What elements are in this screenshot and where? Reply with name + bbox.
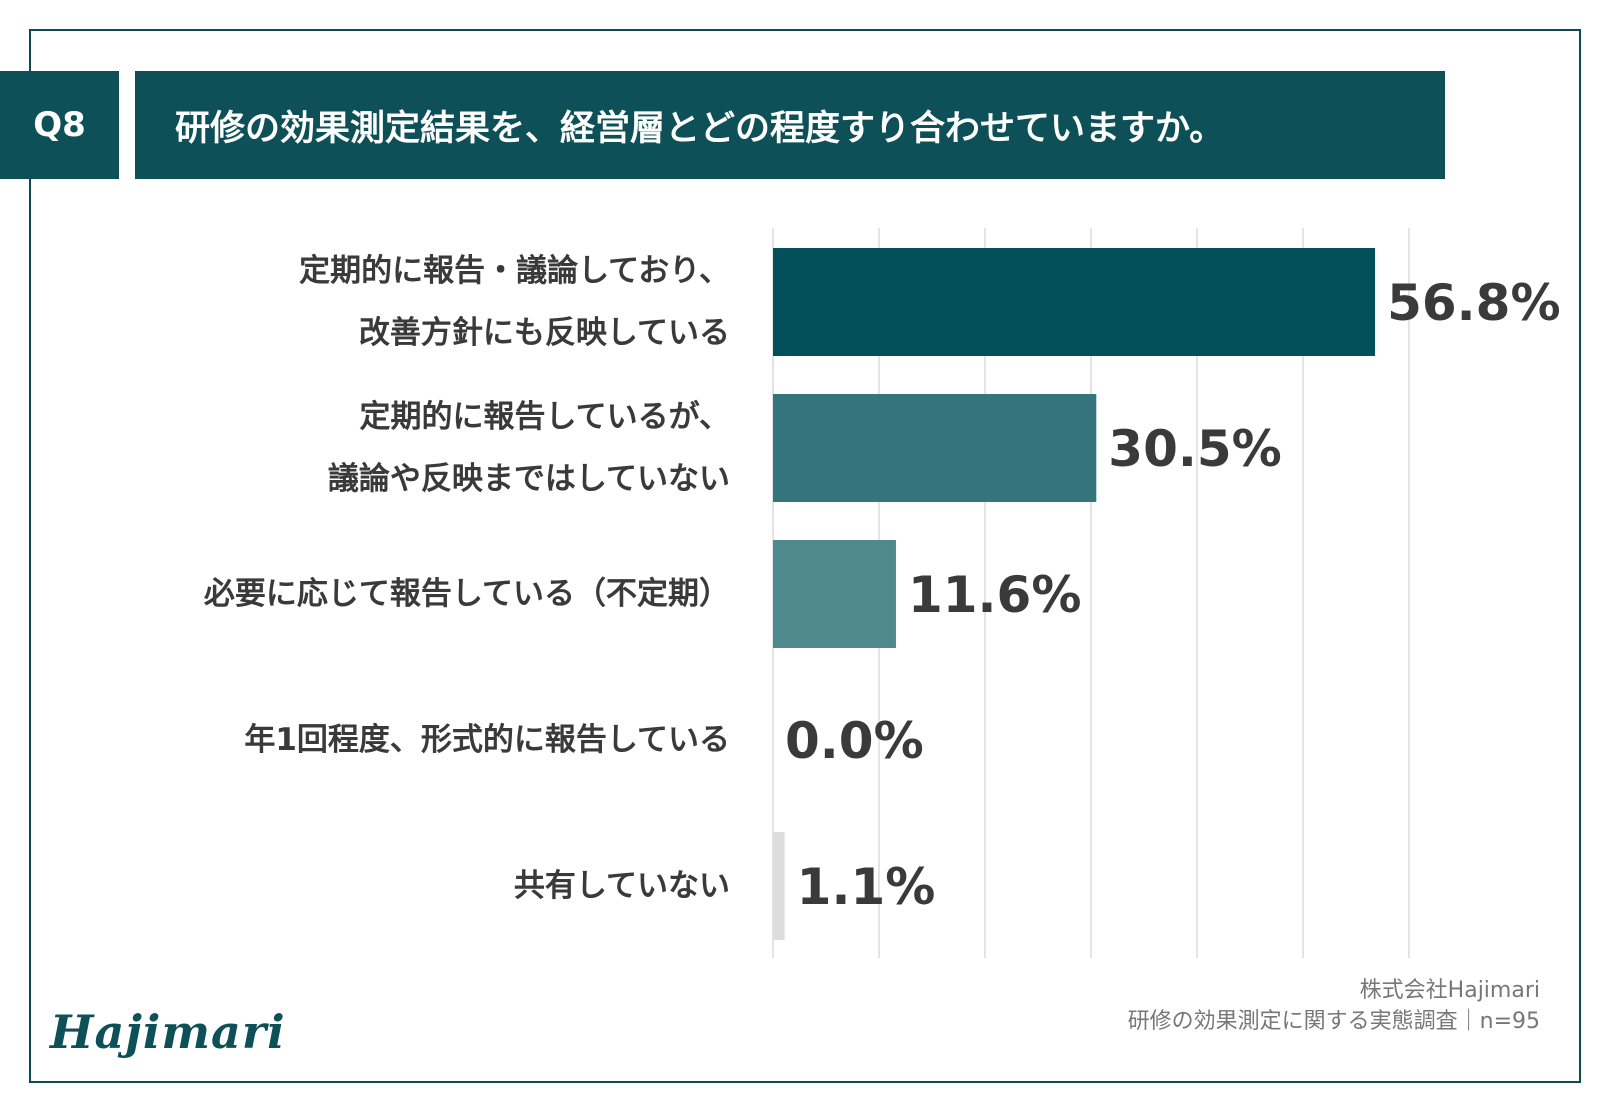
category-label-line: 議論や反映まではしていない <box>327 461 730 497</box>
category-label-line: 定期的に報告しているが、 <box>359 399 730 435</box>
category-label-line: 共有していない <box>513 868 730 904</box>
category-label-line: 年1回程度、形式的に報告している <box>244 722 730 758</box>
category-label-3: 必要に応じて報告している（不定期） <box>204 563 730 625</box>
chart-frame <box>29 29 1581 1083</box>
value-label-1: 56.8% <box>1387 274 1560 332</box>
category-label-4: 年1回程度、形式的に報告している <box>244 709 730 771</box>
hajimari-logo: Hajimari <box>50 1005 286 1059</box>
value-label-5: 1.1% <box>797 858 936 916</box>
category-label-2: 定期的に報告しているが、議論や反映まではしていない <box>328 386 730 510</box>
chart-title-bar: 研修の効果測定結果を、経営層とどの程度すり合わせていますか。 <box>135 71 1445 179</box>
bar-3 <box>773 540 896 648</box>
value-label-3: 11.6% <box>908 566 1081 624</box>
bar-2 <box>773 394 1097 502</box>
bar-5 <box>773 832 785 940</box>
company-credit: 株式会社Hajimari <box>1359 978 1540 1003</box>
bar-1 <box>773 248 1376 356</box>
category-label-line: 改善方針にも反映している <box>358 315 730 351</box>
survey-source: 研修の効果測定に関する実態調査｜n=95 <box>1127 1009 1540 1034</box>
category-label-line: 必要に応じて報告している（不定期） <box>203 576 730 612</box>
category-label-line: 定期的に報告・議論しており、 <box>299 253 730 289</box>
category-label-5: 共有していない <box>514 855 730 917</box>
category-label-1: 定期的に報告・議論しており、改善方針にも反映している <box>299 240 730 364</box>
chart-title: 研修の効果測定結果を、経営層とどの程度すり合わせていますか。 <box>175 108 1225 149</box>
question-number-badge: Q8 <box>0 71 119 179</box>
value-label-2: 30.5% <box>1108 420 1281 478</box>
value-label-4: 0.0% <box>785 712 924 770</box>
